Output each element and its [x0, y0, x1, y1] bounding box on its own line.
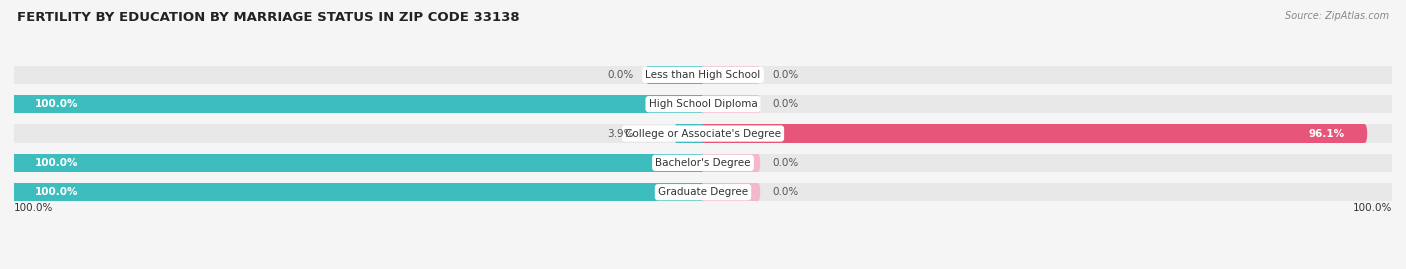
Text: Source: ZipAtlas.com: Source: ZipAtlas.com — [1285, 11, 1389, 21]
Text: Graduate Degree: Graduate Degree — [658, 187, 748, 197]
Circle shape — [700, 183, 706, 201]
Circle shape — [673, 125, 678, 143]
Circle shape — [700, 66, 706, 84]
Bar — [14, 125, 1392, 143]
Text: 3.9%: 3.9% — [607, 129, 634, 139]
Bar — [14, 66, 1392, 84]
Circle shape — [11, 154, 17, 172]
Text: Bachelor's Degree: Bachelor's Degree — [655, 158, 751, 168]
Circle shape — [1389, 125, 1395, 143]
Circle shape — [1362, 125, 1367, 143]
Circle shape — [11, 125, 17, 143]
Text: 0.0%: 0.0% — [772, 158, 799, 168]
Circle shape — [11, 183, 17, 201]
Legend: Married, Unmarried: Married, Unmarried — [621, 268, 785, 269]
Text: 0.0%: 0.0% — [772, 99, 799, 109]
Text: FERTILITY BY EDUCATION BY MARRIAGE STATUS IN ZIP CODE 33138: FERTILITY BY EDUCATION BY MARRIAGE STATU… — [17, 11, 519, 24]
Circle shape — [1389, 183, 1395, 201]
Circle shape — [700, 95, 706, 113]
Text: 0.0%: 0.0% — [772, 187, 799, 197]
Circle shape — [1389, 154, 1395, 172]
Bar — [14, 183, 703, 201]
Circle shape — [11, 66, 17, 84]
Circle shape — [11, 154, 17, 172]
Circle shape — [1389, 66, 1395, 84]
Text: 100.0%: 100.0% — [14, 203, 53, 213]
Circle shape — [700, 154, 706, 172]
Text: Less than High School: Less than High School — [645, 70, 761, 80]
Circle shape — [700, 125, 706, 143]
Bar — [703, 125, 1365, 143]
Text: 100.0%: 100.0% — [35, 99, 79, 109]
Circle shape — [645, 66, 650, 84]
Bar — [648, 66, 703, 84]
Bar — [14, 154, 703, 172]
Text: High School Diploma: High School Diploma — [648, 99, 758, 109]
Circle shape — [700, 183, 706, 201]
Bar — [14, 154, 1392, 172]
Bar — [14, 183, 1392, 201]
Circle shape — [700, 154, 706, 172]
Circle shape — [1389, 95, 1395, 113]
Text: 100.0%: 100.0% — [35, 158, 79, 168]
Bar — [14, 95, 703, 113]
Circle shape — [700, 125, 706, 143]
Text: 100.0%: 100.0% — [1353, 203, 1392, 213]
Circle shape — [756, 66, 761, 84]
Text: College or Associate's Degree: College or Associate's Degree — [626, 129, 780, 139]
Circle shape — [756, 95, 761, 113]
Text: 0.0%: 0.0% — [607, 70, 634, 80]
Bar — [703, 95, 758, 113]
Text: 0.0%: 0.0% — [772, 70, 799, 80]
Circle shape — [11, 183, 17, 201]
Bar — [14, 95, 1392, 113]
Bar — [703, 66, 758, 84]
Text: 100.0%: 100.0% — [35, 187, 79, 197]
Circle shape — [700, 66, 706, 84]
Bar — [703, 154, 758, 172]
Text: 96.1%: 96.1% — [1308, 129, 1344, 139]
Circle shape — [11, 95, 17, 113]
Circle shape — [756, 154, 761, 172]
Circle shape — [11, 95, 17, 113]
Circle shape — [756, 183, 761, 201]
Circle shape — [700, 95, 706, 113]
Bar — [703, 183, 758, 201]
Bar — [676, 125, 703, 143]
